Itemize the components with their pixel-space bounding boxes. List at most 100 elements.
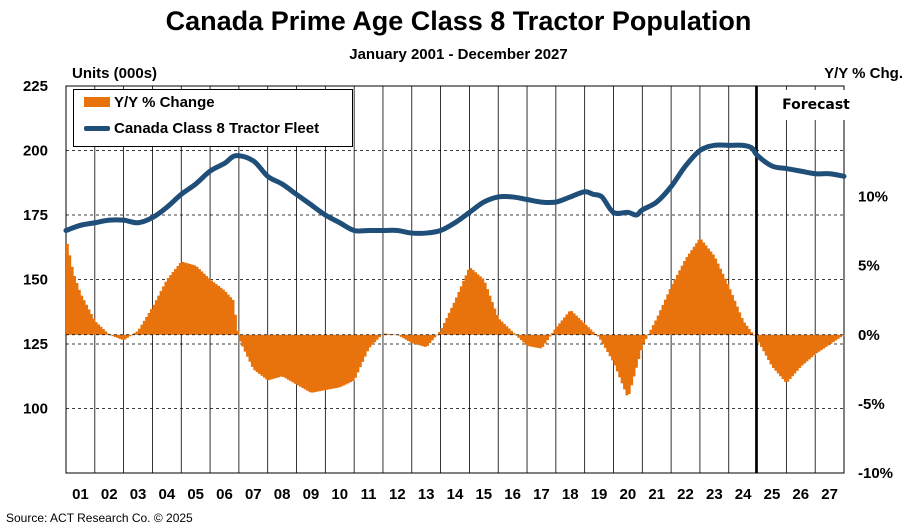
yy-change-bar bbox=[615, 334, 619, 372]
yy-change-bar bbox=[260, 334, 264, 376]
yy-change-bar bbox=[759, 334, 763, 347]
yy-change-bar bbox=[322, 334, 326, 391]
yy-change-bar bbox=[498, 319, 502, 335]
yy-change-bar bbox=[716, 263, 720, 335]
x-tick-label: 08 bbox=[274, 486, 291, 503]
yy-change-bar bbox=[661, 304, 665, 335]
yy-change-bar bbox=[591, 331, 595, 335]
yy-change-bar bbox=[106, 333, 110, 335]
x-tick-label: 21 bbox=[648, 486, 665, 503]
x-tick-label: 22 bbox=[677, 486, 694, 503]
yy-change-bar bbox=[382, 333, 386, 335]
yy-change-bar bbox=[298, 334, 302, 387]
yy-change-bar bbox=[488, 295, 492, 335]
source-note: Source: ACT Research Co. © 2025 bbox=[6, 511, 193, 525]
yy-change-bar bbox=[94, 322, 98, 335]
yy-change-bar bbox=[447, 312, 451, 335]
yy-change-bar bbox=[771, 334, 775, 368]
yy-change-bar bbox=[255, 334, 259, 373]
yy-change-bar bbox=[116, 334, 120, 339]
yy-change-bar bbox=[181, 261, 185, 335]
yy-change-bar bbox=[572, 313, 576, 335]
yy-change-bar bbox=[138, 328, 141, 335]
yy-change-bar bbox=[666, 294, 670, 335]
yy-change-bar bbox=[534, 334, 538, 348]
yy-change-bar bbox=[803, 334, 806, 364]
yy-change-bar bbox=[195, 266, 199, 335]
yy-change-bar bbox=[183, 262, 187, 335]
yy-change-bar bbox=[565, 314, 569, 335]
x-tick-label: 25 bbox=[764, 486, 781, 503]
yy-change-bar bbox=[262, 334, 266, 378]
yy-change-bar bbox=[402, 334, 405, 339]
yy-change-bar bbox=[457, 291, 461, 335]
yy-change-bar bbox=[375, 334, 379, 340]
yy-change-bar bbox=[776, 334, 780, 374]
yy-change-bar bbox=[567, 311, 571, 335]
yy-change-bar bbox=[162, 286, 165, 335]
yy-change-bar bbox=[272, 334, 276, 379]
yy-change-bar bbox=[87, 309, 91, 335]
yy-change-bar bbox=[690, 250, 694, 335]
yy-change-bar bbox=[613, 334, 617, 366]
yy-change-bar bbox=[274, 334, 278, 378]
yy-change-bar bbox=[767, 334, 770, 361]
x-tick-label: 09 bbox=[303, 486, 320, 503]
yy-change-bar bbox=[503, 323, 506, 335]
yy-change-bar bbox=[301, 334, 305, 388]
yy-change-bar bbox=[193, 265, 197, 335]
yy-change-bar bbox=[380, 334, 384, 336]
yy-change-bar bbox=[356, 334, 360, 373]
yy-change-bar bbox=[639, 334, 643, 351]
yy-change-bar bbox=[699, 239, 703, 335]
yy-change-bar bbox=[839, 334, 842, 338]
yy-change-bar bbox=[795, 334, 799, 371]
yy-change-bar bbox=[157, 295, 161, 335]
yy-change-bar bbox=[620, 334, 624, 384]
yy-change-bar bbox=[243, 334, 247, 352]
yy-change-bar bbox=[781, 334, 785, 380]
yy-change-bar bbox=[346, 334, 350, 384]
yy-change-bar bbox=[284, 334, 288, 379]
left-tick-label: 150 bbox=[23, 272, 48, 289]
yy-change-bar bbox=[442, 323, 446, 335]
yy-change-bar bbox=[363, 334, 367, 357]
yy-change-bar bbox=[366, 334, 369, 352]
yy-change-bar bbox=[606, 334, 610, 353]
yy-change-bar bbox=[416, 334, 420, 345]
yy-change-bar bbox=[452, 302, 456, 335]
yy-change-bar bbox=[817, 334, 821, 352]
left-tick-label: 225 bbox=[23, 78, 48, 95]
yy-change-bar bbox=[358, 334, 362, 368]
x-tick-label: 11 bbox=[361, 486, 377, 503]
yy-change-bar bbox=[841, 334, 845, 336]
yy-change-bar bbox=[188, 263, 192, 335]
x-tick-label: 01 bbox=[72, 486, 89, 503]
yy-change-bar bbox=[142, 320, 146, 335]
yy-change-bar bbox=[827, 334, 830, 346]
yy-change-bar bbox=[491, 302, 494, 335]
yy-change-bar bbox=[176, 266, 180, 335]
yy-change-bar bbox=[687, 253, 691, 335]
yy-change-bar bbox=[711, 254, 715, 335]
yy-change-bar bbox=[135, 331, 139, 335]
yy-change-bar bbox=[793, 334, 797, 374]
yy-change-bar bbox=[75, 282, 79, 335]
left-tick-label: 200 bbox=[23, 143, 48, 160]
yy-change-bar bbox=[791, 334, 794, 377]
yy-change-bar bbox=[589, 329, 593, 335]
yy-change-bar bbox=[587, 327, 590, 335]
x-tick-label: 26 bbox=[792, 486, 809, 503]
yy-change-bar bbox=[234, 314, 237, 335]
yy-change-bar bbox=[330, 334, 333, 389]
yy-change-bar bbox=[481, 278, 485, 335]
yy-change-bar bbox=[735, 306, 739, 335]
yy-change-bar bbox=[238, 334, 242, 342]
yy-change-bar bbox=[325, 334, 329, 390]
x-tick-label: 16 bbox=[504, 486, 521, 503]
yy-change-bar bbox=[128, 334, 132, 337]
yy-change-bar bbox=[627, 334, 631, 394]
yy-change-bar bbox=[812, 334, 816, 356]
yy-change-bar bbox=[320, 334, 324, 391]
yy-change-bar bbox=[435, 334, 439, 336]
